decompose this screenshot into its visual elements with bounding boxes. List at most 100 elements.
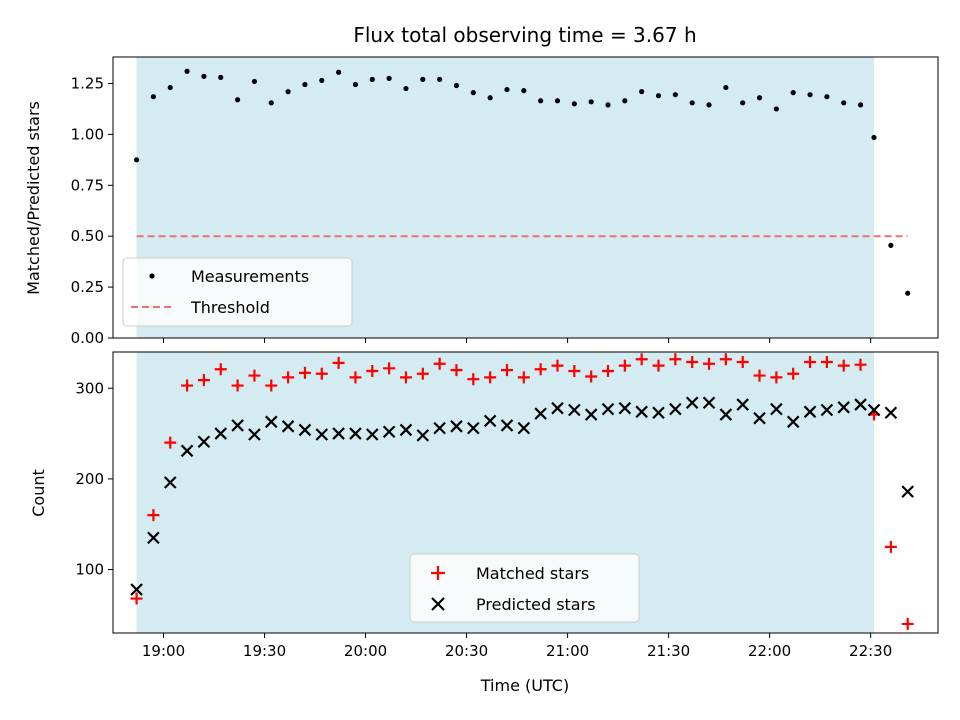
x-tick-label: 19:00	[142, 642, 185, 660]
matched-star-point	[214, 363, 227, 376]
matched-star-point	[383, 362, 396, 375]
predicted-star-point	[399, 423, 413, 437]
predicted-star-point	[820, 403, 834, 417]
measurement-point	[588, 99, 594, 105]
measurement-point	[285, 89, 291, 95]
matched-star-point	[517, 371, 530, 384]
predicted-star-point	[349, 427, 362, 440]
bottom-y-tick-label: 200	[75, 470, 104, 488]
predicted-star-point	[901, 485, 914, 498]
matched-star-point	[585, 370, 598, 383]
matched-star-point	[719, 353, 732, 366]
predicted-star-point	[534, 407, 547, 420]
predicted-star-point	[416, 429, 430, 442]
top-y-tick-label: 0.25	[71, 278, 104, 296]
measurement-point	[487, 95, 493, 101]
chart-title: Flux total observing time = 3.67 h	[353, 23, 696, 47]
measurement-point	[672, 92, 678, 98]
predicted-star-point	[753, 411, 766, 425]
measurement-point	[319, 77, 325, 84]
measurement-point	[554, 98, 561, 104]
x-axis-label: Time (UTC)	[480, 676, 569, 695]
matched-star-point	[147, 509, 160, 522]
predicted-star-point	[433, 421, 446, 435]
x-tick-label: 20:00	[344, 642, 387, 660]
predicted-star-point	[163, 476, 177, 489]
predicted-star-point	[214, 427, 228, 440]
top-y-axis-label: Matched/Predicted stars	[24, 101, 43, 295]
matched-star-point	[534, 363, 547, 376]
measurement-point	[706, 102, 712, 108]
predicted-star-point	[281, 420, 295, 433]
predicted-star-point	[382, 425, 396, 439]
x-tick-label: 19:30	[243, 642, 286, 660]
predicted-star-point	[854, 398, 867, 411]
measurement-point	[857, 102, 864, 108]
matched-star-point	[197, 374, 210, 387]
matched-star-point	[753, 369, 766, 382]
measurement-point	[403, 85, 409, 92]
predicted-star-point	[450, 420, 463, 433]
measurement-point	[790, 90, 796, 96]
matched-star-point	[265, 379, 278, 392]
matched-star-point	[130, 592, 143, 605]
top-panel: 0.00 0.25 0.50 0.75 1.00 1.25 Matched/Predict…	[24, 56, 939, 347]
measurement-point	[824, 94, 830, 100]
x-tick-label: 22:30	[849, 642, 892, 660]
predicted-star-point	[652, 406, 665, 420]
matched-star-point	[433, 357, 446, 370]
predicted-star-point	[467, 421, 480, 435]
matched-star-point	[332, 356, 345, 369]
predicted-star-point	[500, 419, 514, 432]
predicted-star-point	[197, 435, 211, 449]
predicted-star-point	[264, 415, 278, 429]
predicted-star-point	[315, 428, 329, 441]
bottom-y-axis-label: Count	[29, 469, 48, 517]
matched-star-point	[884, 540, 897, 553]
predicted-star-point	[517, 421, 531, 435]
measurement-point	[521, 87, 527, 94]
measurement-point	[218, 74, 224, 80]
legend-measurements-label: Measurements	[191, 267, 309, 286]
matched-star-point	[820, 355, 833, 368]
matched-star-point	[602, 365, 614, 378]
top-y-tick-label: 0.50	[71, 227, 104, 245]
bottom-legend-box	[409, 553, 640, 623]
measurement-point	[905, 290, 911, 296]
measurement-point	[420, 76, 426, 82]
measurement-point	[538, 98, 544, 104]
matched-star-point	[315, 367, 328, 380]
predicted-star-point	[770, 402, 783, 416]
predicted-star-point	[332, 427, 345, 440]
predicted-star-point	[366, 428, 379, 441]
top-y-tick-label: 1.00	[71, 125, 104, 143]
predicted-star-point	[551, 401, 564, 415]
measurement-point	[302, 81, 308, 88]
predicted-star-point	[786, 415, 800, 429]
matched-star-point	[837, 359, 850, 372]
measurement-point	[470, 90, 476, 96]
measurement-point	[251, 78, 258, 85]
bottom-y-tick-label: 300	[75, 379, 104, 397]
measurement-point	[133, 157, 140, 163]
top-plot-frame	[112, 56, 939, 339]
measurement-point	[689, 100, 695, 106]
measurement-point	[655, 93, 662, 99]
matched-star-point	[736, 355, 749, 368]
predicted-star-point	[147, 531, 160, 545]
legend-measurements-marker	[149, 273, 155, 279]
predicted-star-point	[837, 401, 850, 414]
predicted-star-point	[618, 401, 632, 415]
bottom-y-tick-label: 100	[75, 561, 104, 579]
predicted-star-point	[685, 396, 699, 410]
predicted-star-point	[736, 398, 749, 411]
predicted-star-point	[130, 583, 143, 596]
measurement-point	[622, 98, 628, 104]
matched-star-point	[164, 436, 177, 449]
matched-star-point	[484, 371, 497, 384]
matched-star-point	[854, 358, 867, 371]
matched-star-point	[248, 369, 261, 382]
measurement-point	[369, 76, 375, 82]
measurement-point	[504, 86, 510, 93]
